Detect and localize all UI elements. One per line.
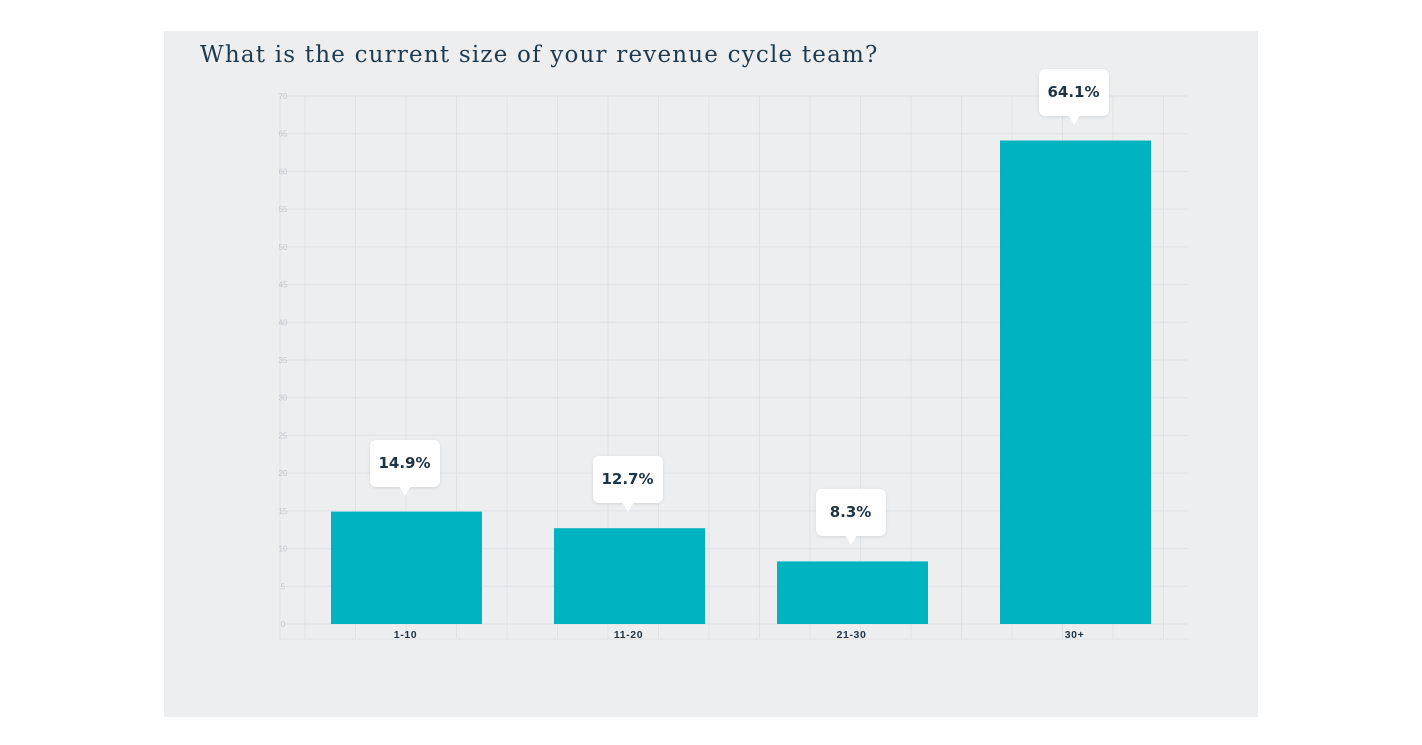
bar-21-30 [777, 561, 928, 624]
y-tick-label: 30 [279, 394, 288, 403]
x-tick-label: 30+ [1065, 629, 1085, 641]
x-tick-label: 21-30 [837, 629, 867, 641]
x-tick-label: 11-20 [614, 629, 643, 641]
bar-1-10 [331, 511, 482, 624]
data-label-11-20: 12.7% [592, 456, 663, 513]
bar-30+ [1000, 140, 1151, 624]
y-axis-ticks: 0 5 10 15 20 25 30 35 40 45 50 55 60 65 70 [279, 92, 288, 629]
y-tick-label: 70 [279, 92, 288, 101]
bar-11-20 [554, 528, 705, 624]
bars [331, 140, 1151, 624]
y-tick-label: 10 [279, 545, 288, 554]
y-tick-label: 65 [279, 130, 288, 139]
y-tick-label: 55 [279, 205, 288, 214]
y-tick-label: 45 [279, 281, 288, 290]
y-tick-label: 20 [279, 469, 288, 478]
chart-title: What is the current size of your revenue… [200, 42, 879, 68]
y-tick-label: 40 [279, 318, 288, 327]
data-label-30+: 64.1% [1038, 68, 1109, 125]
y-tick-label: 35 [279, 356, 288, 365]
y-tick-label: 25 [279, 431, 288, 440]
x-tick-label: 1-10 [394, 629, 417, 641]
y-tick-label: 0 [281, 620, 286, 629]
y-tick-label: 50 [279, 243, 288, 252]
y-tick-label: 60 [279, 167, 288, 176]
data-label-1-10: 14.9% [369, 439, 440, 496]
y-tick-label: 5 [281, 582, 286, 591]
y-tick-label: 15 [279, 507, 288, 516]
data-label-21-30: 8.3% [815, 489, 886, 546]
x-axis-labels: 1-10 11-20 21-30 30+ [394, 629, 1085, 641]
